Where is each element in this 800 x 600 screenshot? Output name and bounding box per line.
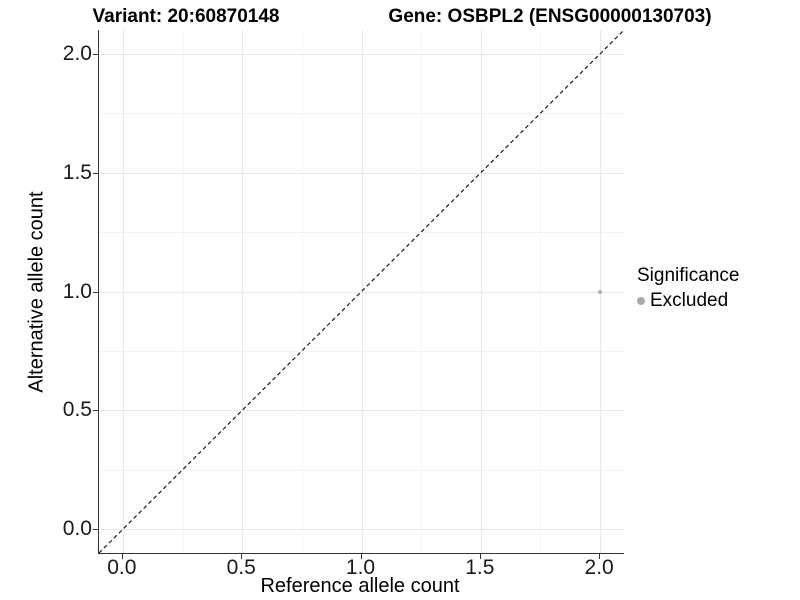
y-tick-label: 0.0 — [62, 517, 92, 541]
x-tick-label: 0.0 — [107, 556, 137, 579]
major-gridline-horizontal — [99, 53, 624, 55]
identity-dashed-line — [98, 29, 625, 554]
x-tick-label: 1.0 — [345, 556, 376, 579]
y-tick-mark — [93, 172, 98, 174]
legend-point-icon — [637, 297, 645, 305]
plot-title-variant: Variant: 20:60870148 — [92, 6, 280, 27]
y-axis-title: Alternative allele count — [25, 191, 48, 393]
x-tick-mark — [360, 554, 362, 559]
x-tick-mark — [241, 554, 243, 559]
major-gridline-horizontal — [99, 291, 624, 293]
x-tick-mark — [121, 554, 123, 559]
y-tick-label: 1.5 — [62, 160, 92, 184]
plot-panel — [98, 29, 625, 554]
x-axis-title: Reference allele count — [260, 575, 460, 597]
legend-title: Significance — [637, 265, 740, 286]
x-tick-mark — [479, 554, 481, 559]
y-tick-mark — [93, 53, 98, 55]
y-tick-mark — [93, 529, 98, 531]
legend-entry-excluded: Excluded — [637, 290, 739, 312]
y-tick-label: 1.0 — [62, 279, 92, 303]
y-tick-label: 0.5 — [62, 398, 92, 422]
y-tick-mark — [93, 291, 98, 293]
plot-title-gene: Gene: OSBPL2 (ENSG00000130703) — [388, 6, 712, 27]
y-tick-label: 2.0 — [62, 41, 92, 65]
x-tick-label: 2.0 — [584, 556, 614, 579]
major-gridline-horizontal — [99, 410, 624, 412]
x-tick-label: 1.5 — [465, 556, 495, 579]
y-tick-mark — [93, 410, 98, 412]
x-tick-label: 0.5 — [226, 556, 256, 579]
x-tick-mark — [599, 554, 601, 559]
legend-entry-label: Excluded — [650, 290, 729, 311]
major-gridline-horizontal — [99, 172, 624, 174]
legend: Significance Excluded — [637, 264, 739, 312]
major-gridline-horizontal — [99, 529, 624, 531]
data-point — [598, 289, 603, 294]
